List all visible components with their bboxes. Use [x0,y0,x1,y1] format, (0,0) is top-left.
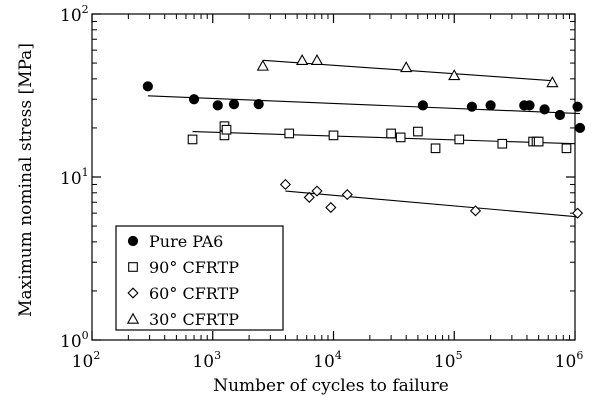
series-4-point [448,69,461,81]
series-3-point [279,178,292,191]
series-1-point [539,104,550,115]
series-2-point [561,143,572,154]
series-4-point [296,53,309,66]
series-2-point [395,132,406,143]
series-2-point [187,134,198,145]
series-1-point [417,100,428,111]
series-4-point [310,53,324,66]
y-tick-label: 101 [60,166,89,189]
series-2-point [454,134,465,145]
series-3-point [469,205,482,217]
series-2-point [533,136,544,147]
legend-label-series-3: 60° CFRTP [149,284,239,303]
legend-box [115,225,284,331]
series-1-point [142,81,153,92]
series-3-trend-line [285,190,578,218]
y-tick-label: 100 [60,329,89,352]
legend-marker-series-1 [127,235,139,247]
series-4-point [400,61,413,73]
series-3-point [325,201,337,214]
series-3-point [303,191,315,203]
series-1-point [188,94,200,105]
y-axis-title: Maximum nominal stress [MPa] [16,43,36,317]
series-1-trend-line [147,95,581,115]
x-tick-label: 106 [555,349,584,372]
data-points [142,53,586,219]
x-tick-label: 104 [313,349,342,372]
trend-lines [147,59,581,218]
series-2-point [386,128,396,139]
series-2-point [284,128,295,139]
legend-marker-series-3 [127,287,139,299]
series-4-point [256,59,269,71]
series-1-point [524,100,535,111]
series-1-point [554,109,566,121]
series-1-point [574,122,586,134]
series-2-point [413,126,423,137]
legend-label-series-2: 90° CFRTP [149,258,239,277]
series-2-point [221,124,232,135]
series-2-point [497,138,508,149]
series-1-point [228,99,240,110]
x-tick-label: 102 [72,349,101,372]
legend-label-series-1: Pure PA6 [149,232,223,251]
series-3-point [341,189,353,201]
series-1-point [212,100,223,111]
series-3-point [311,185,323,197]
legend-label-series-4: 30° CFRTP [149,310,239,329]
series-2-point [430,143,441,154]
y-tick-label: 102 [60,3,89,26]
x-axis-title: Number of cycles to failure [213,376,449,396]
x-tick-label: 103 [192,349,221,372]
series-1-point [466,101,477,112]
series-3-point [571,207,584,219]
series-1-point [485,100,496,111]
x-tick-label: 105 [434,349,463,372]
legend-marker-series-4 [126,312,140,324]
series-4-point [546,76,559,88]
series-1-point [572,101,583,112]
ticks: 102 103 104 105 106 100 101 102 [60,3,583,372]
series-2-point [328,130,339,141]
series-1-point [253,99,264,110]
series-2-trend-line [192,131,576,145]
legend-marker-series-2 [128,262,138,272]
legend: Pure PA6 90° CFRTP 60° CFRTP 30° CFRTP [115,225,284,331]
